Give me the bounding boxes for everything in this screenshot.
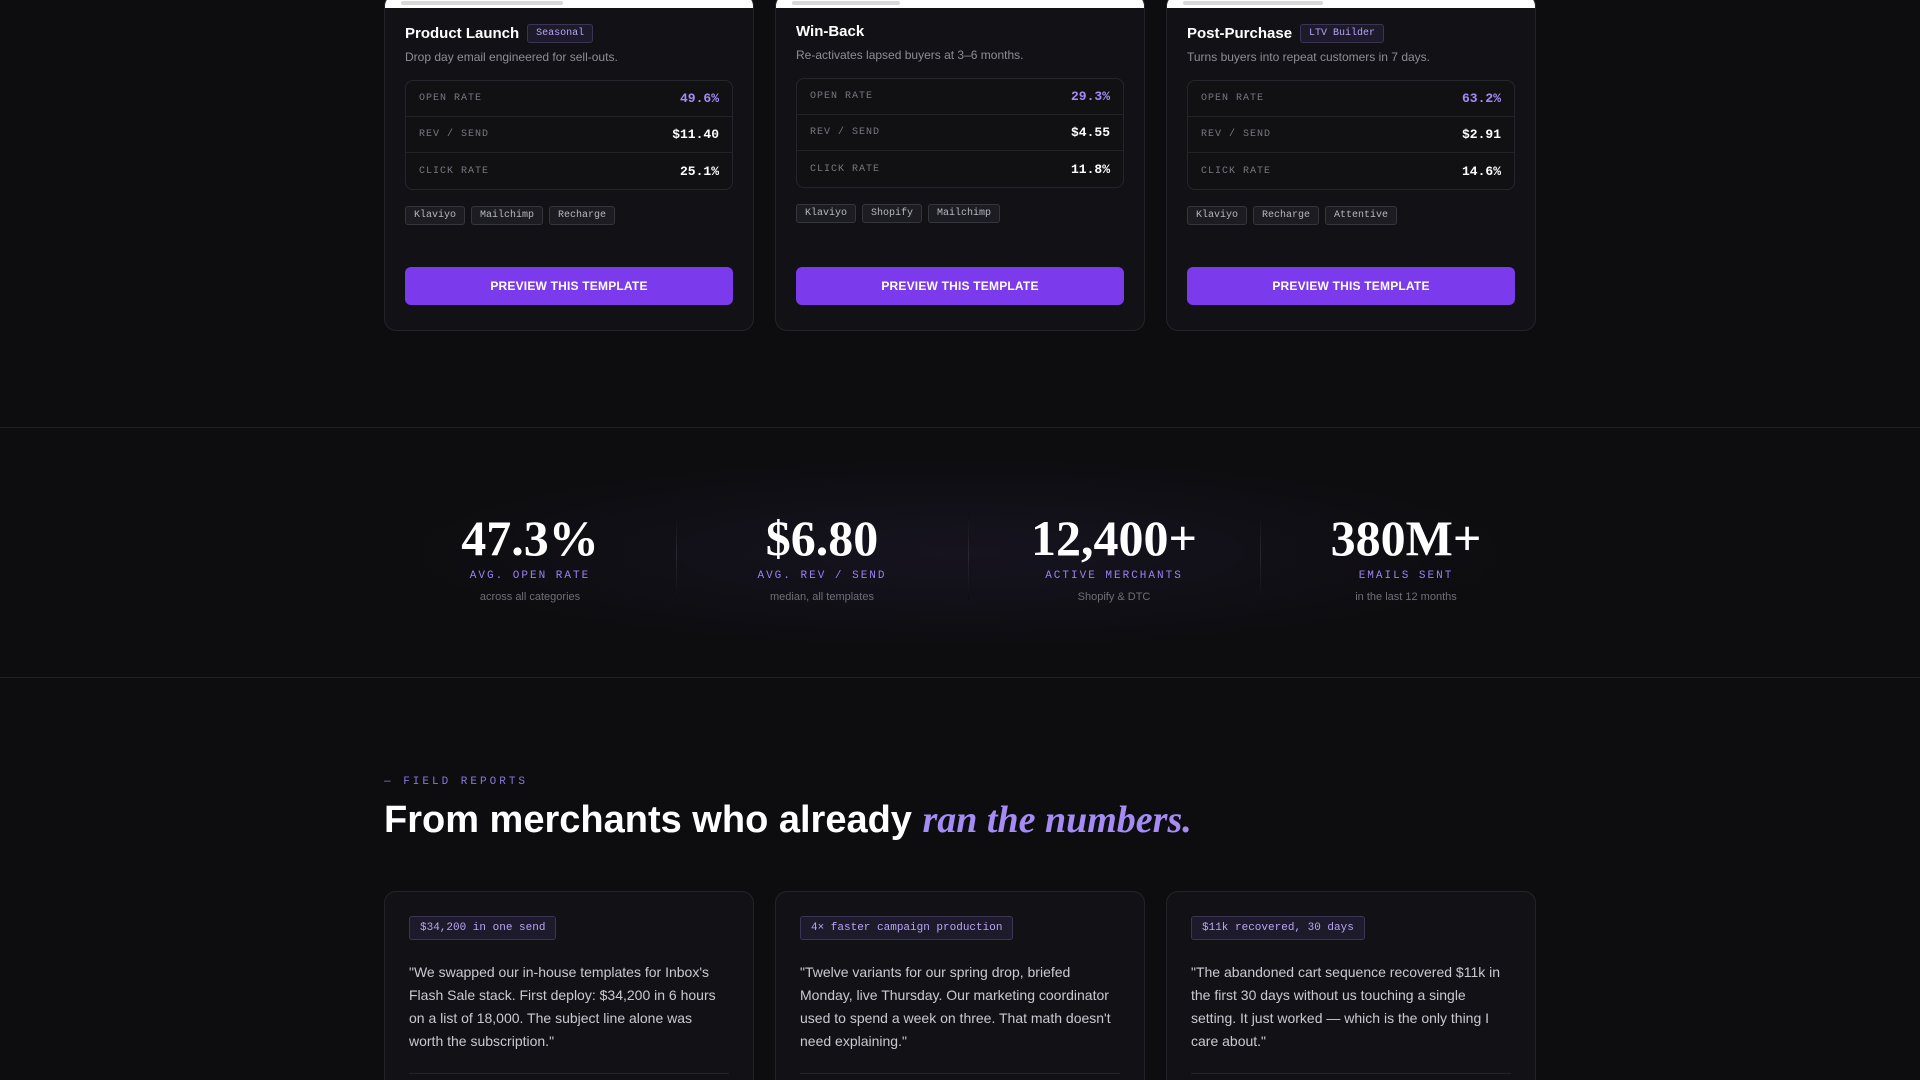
stat-note: median, all templates <box>770 591 874 603</box>
template-badge: Seasonal <box>527 23 594 43</box>
metric-label: REV / SEND <box>419 129 490 140</box>
tag-chip: Shopify <box>862 204 923 223</box>
stat-avg-rev-send: $6.80 AVG. REV / SEND median, all templa… <box>676 508 968 603</box>
tag-chip: Klaviyo <box>1187 206 1248 225</box>
metric-row-click-rate: CLICK RATE 14.6% <box>1188 153 1514 189</box>
metric-row-rev-send: REV / SEND $4.55 <box>797 115 1123 151</box>
tag-chip: Recharge <box>549 206 616 225</box>
tag-chip: Klaviyo <box>796 204 857 223</box>
integration-tags: Klaviyo Mailchimp Recharge <box>405 206 733 225</box>
tag-chip: Mailchimp <box>928 204 1001 223</box>
template-title: Post-Purchase <box>1187 24 1293 42</box>
testimonial-card: $11k recovered, 30 days "The abandoned c… <box>1166 891 1536 1080</box>
template-card-post-purchase: Post-Purchase LTV Builder Turns buyers i… <box>1166 0 1536 331</box>
metric-value: $11.40 <box>672 127 719 142</box>
testimonial-card: $34,200 in one send "We swapped our in-h… <box>384 891 754 1080</box>
tag-chip: Mailchimp <box>471 206 544 225</box>
tag-chip: Recharge <box>1253 206 1320 225</box>
result-badge: $11k recovered, 30 days <box>1191 916 1365 940</box>
result-badge: 4× faster campaign production <box>800 916 1014 940</box>
metric-row-open-rate: OPEN RATE 63.2% <box>1188 81 1514 117</box>
metric-label: CLICK RATE <box>1201 165 1272 177</box>
metric-value: 11.8% <box>1070 161 1110 177</box>
metric-value: $4.55 <box>1070 125 1110 140</box>
stat-note: in the last 12 months <box>1355 591 1457 603</box>
integration-tags: Klaviyo Recharge Attentive <box>1187 206 1515 225</box>
template-cards-row: Product Launch Seasonal Drop day email e… <box>384 0 1536 331</box>
metrics-panel: OPEN RATE 49.6% REV / SEND $11.40 CLICK … <box>405 80 733 190</box>
metric-label: REV / SEND <box>1201 129 1272 140</box>
stat-avg-open-rate: 47.3% AVG. OPEN RATE across all categori… <box>384 508 676 603</box>
stat-label: AVG. REV / SEND <box>757 570 887 582</box>
metric-row-open-rate: OPEN RATE 49.6% <box>406 81 732 117</box>
stats-band: 47.3% AVG. OPEN RATE across all categori… <box>0 427 1920 678</box>
metric-label: OPEN RATE <box>810 91 874 102</box>
metric-value: 25.1% <box>679 163 719 179</box>
stat-active-merchants: 12,400+ ACTIVE MERCHANTS Shopify & DTC <box>968 508 1260 603</box>
template-card-preview-strip <box>776 0 1144 8</box>
headline-text: From merchants who already <box>384 799 923 841</box>
metric-value: 14.6% <box>1461 163 1501 179</box>
stat-value: $6.80 <box>765 510 879 566</box>
metric-row-rev-send: REV / SEND $2.91 <box>1188 117 1514 153</box>
metric-label: CLICK RATE <box>810 163 881 175</box>
preview-tab-bar <box>401 1 563 5</box>
metric-label: OPEN RATE <box>419 93 483 104</box>
metrics-panel: OPEN RATE 63.2% REV / SEND $2.91 CLICK R… <box>1187 80 1515 190</box>
template-card-preview-strip <box>385 0 753 8</box>
preview-tab-bar <box>1183 1 1323 5</box>
metric-label: CLICK RATE <box>419 165 490 177</box>
stat-note: across all categories <box>479 591 581 603</box>
metric-row-click-rate: CLICK RATE 11.8% <box>797 151 1123 187</box>
template-title: Product Launch <box>405 24 520 42</box>
divider <box>800 1073 1120 1074</box>
template-subtitle: Re-activates lapsed buyers at 3–6 months… <box>796 48 1024 62</box>
template-card-product-launch: Product Launch Seasonal Drop day email e… <box>384 0 754 331</box>
metric-value: 29.3% <box>1070 89 1110 104</box>
metric-label: OPEN RATE <box>1201 93 1265 104</box>
stat-value: 47.3% <box>461 510 599 566</box>
result-badge: $34,200 in one send <box>409 916 557 940</box>
template-card-win-back: Win-Back Re-activates lapsed buyers at 3… <box>775 0 1145 331</box>
metric-value: 49.6% <box>679 91 719 106</box>
stat-value: 12,400+ <box>1031 510 1197 566</box>
integration-tags: Klaviyo Shopify Mailchimp <box>796 204 1124 223</box>
testimonial-quote: "Twelve variants for our spring drop, br… <box>800 964 1111 1049</box>
metric-value: 63.2% <box>1461 91 1501 106</box>
template-subtitle: Turns buyers into repeat customers in 7 … <box>1187 50 1430 64</box>
template-subtitle: Drop day email engineered for sell-outs. <box>405 50 618 64</box>
template-card-preview-strip <box>1167 0 1535 8</box>
stat-label: EMAILS SENT <box>1358 570 1454 582</box>
stat-emails-sent: 380M+ EMAILS SENT in the last 12 months <box>1260 508 1552 603</box>
tag-chip: Klaviyo <box>405 206 466 225</box>
metric-row-open-rate: OPEN RATE 29.3% <box>797 79 1123 115</box>
preview-template-button[interactable]: PREVIEW THIS TEMPLATE <box>405 267 733 305</box>
stat-note: Shopify & DTC <box>1077 591 1151 603</box>
stat-value: 380M+ <box>1330 510 1482 566</box>
preview-template-button[interactable]: PREVIEW THIS TEMPLATE <box>1187 267 1515 305</box>
metric-row-click-rate: CLICK RATE 25.1% <box>406 153 732 189</box>
testimonial-quote: "We swapped our in-house templates for I… <box>409 964 716 1049</box>
stats-row: 47.3% AVG. OPEN RATE across all categori… <box>384 508 1552 603</box>
template-title: Win-Back <box>796 22 865 40</box>
metric-value: $2.91 <box>1461 127 1501 142</box>
divider <box>409 1073 729 1074</box>
stat-label: ACTIVE MERCHANTS <box>1045 570 1183 582</box>
headline-accent: ran the numbers. <box>922 799 1192 841</box>
testimonial-quote: "The abandoned cart sequence recovered $… <box>1191 964 1501 1049</box>
metric-label: REV / SEND <box>810 127 881 138</box>
metrics-panel: OPEN RATE 29.3% REV / SEND $4.55 CLICK R… <box>796 78 1124 188</box>
testimonial-card: 4× faster campaign production "Twelve va… <box>775 891 1145 1080</box>
tag-chip: Attentive <box>1325 206 1398 225</box>
testimonials-row: $34,200 in one send "We swapped our in-h… <box>384 891 1536 1080</box>
section-headline: From merchants who already ran the numbe… <box>384 798 1192 842</box>
template-badge: LTV Builder <box>1300 23 1385 43</box>
section-eyebrow: — FIELD REPORTS <box>384 776 529 788</box>
metric-row-rev-send: REV / SEND $11.40 <box>406 117 732 153</box>
stat-label: AVG. OPEN RATE <box>469 570 591 582</box>
divider <box>1191 1073 1511 1074</box>
preview-template-button[interactable]: PREVIEW THIS TEMPLATE <box>796 267 1124 305</box>
preview-tab-bar <box>792 1 900 5</box>
